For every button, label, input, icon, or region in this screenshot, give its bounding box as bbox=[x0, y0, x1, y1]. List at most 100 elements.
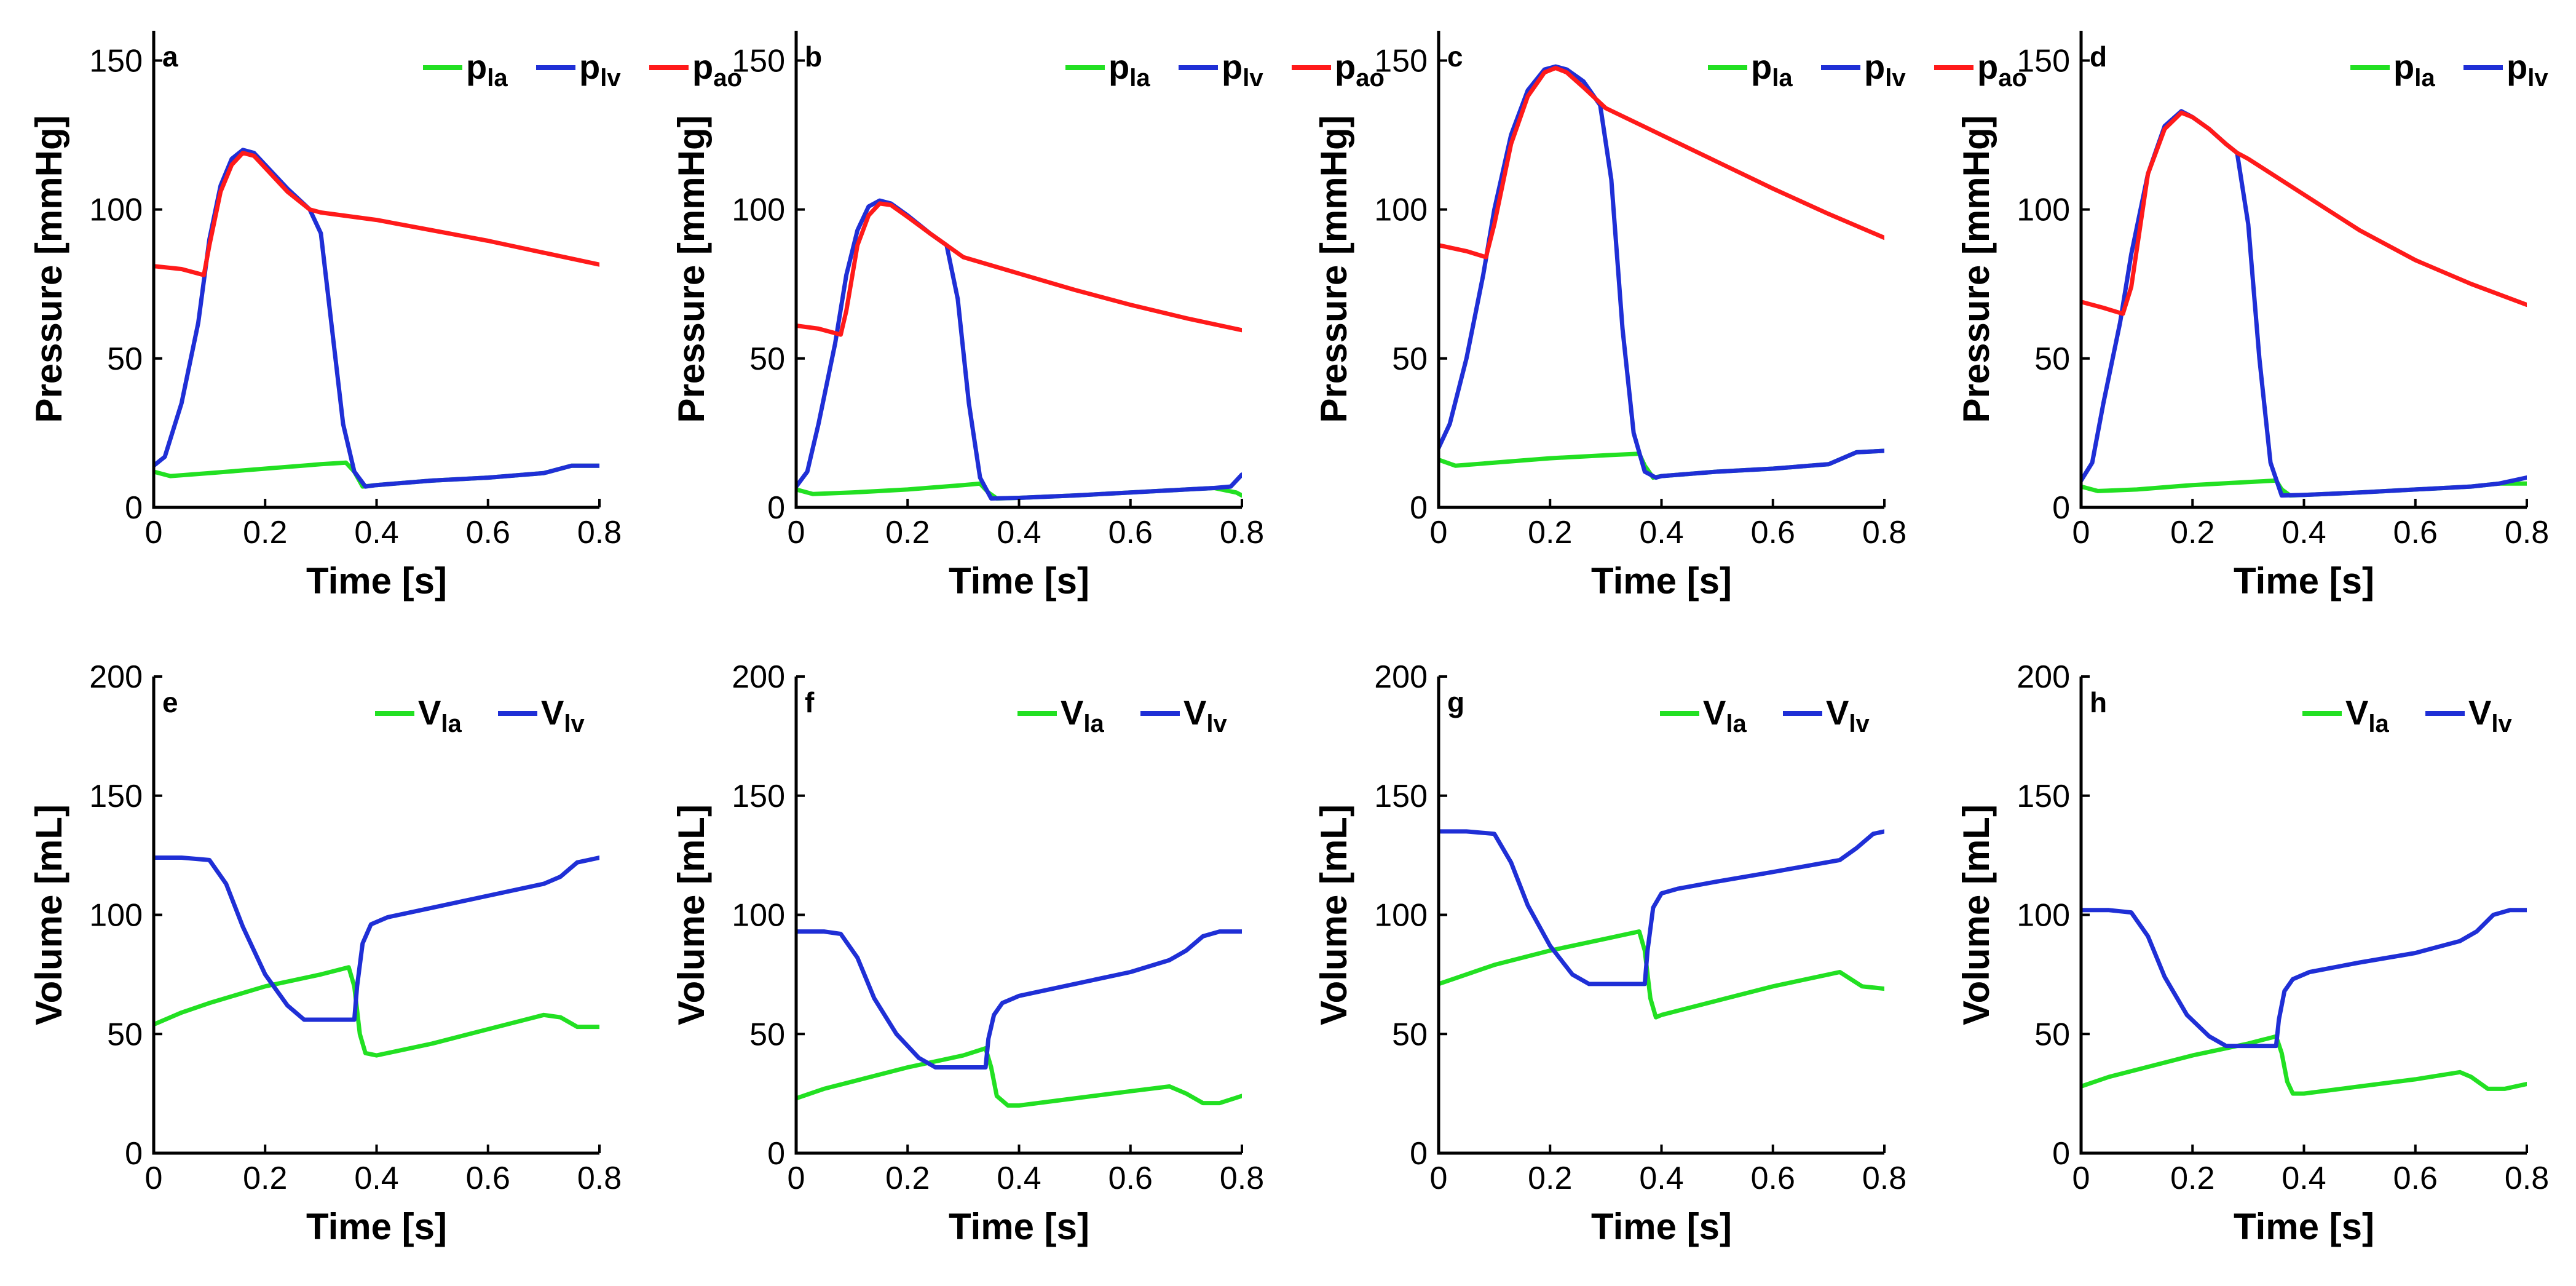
x-tick-label: 0.6 bbox=[1108, 1161, 1153, 1196]
series-line-p-ao bbox=[1439, 66, 1884, 260]
legend-label: Vla bbox=[1703, 693, 1747, 737]
axes-frame bbox=[2079, 31, 2527, 509]
legend-label: Vla bbox=[418, 693, 462, 737]
legend-sub: la bbox=[2414, 65, 2435, 92]
legend-main: V bbox=[1703, 693, 1726, 732]
x-tick-label: 0.2 bbox=[1528, 1161, 1572, 1196]
x-axis-label: Time [s] bbox=[2234, 560, 2374, 601]
legend-entry-p-lv: plv bbox=[2463, 47, 2548, 92]
axes-frame bbox=[152, 31, 599, 509]
y-tick-label: 150 bbox=[1374, 43, 1428, 79]
y-axis-label: Pressure [mmHg] bbox=[1313, 115, 1354, 423]
x-tick-label: 0.8 bbox=[2505, 515, 2549, 550]
x-tick-label: 0.4 bbox=[997, 515, 1041, 550]
y-tick-label: 100 bbox=[89, 898, 143, 934]
legend-label: plv bbox=[579, 47, 621, 92]
legend-label: Vla bbox=[1061, 693, 1104, 737]
y-tick-label: 150 bbox=[732, 43, 785, 79]
legend-entry-p-ao: pao bbox=[1934, 47, 2027, 92]
legend-label: plv bbox=[2507, 47, 2548, 92]
legend-entry-v-lv: Vlv bbox=[498, 693, 585, 737]
legend-label: pla bbox=[2393, 47, 2435, 92]
x-tick-label: 0 bbox=[145, 515, 163, 550]
y-tick-label: 50 bbox=[1392, 1017, 1428, 1052]
y-tick-label: 150 bbox=[2017, 779, 2070, 814]
y-tick-label: 200 bbox=[732, 659, 785, 695]
legend-main: V bbox=[1826, 693, 1849, 732]
y-tick-label: 200 bbox=[2017, 659, 2070, 695]
legend-sub: lv bbox=[600, 65, 621, 92]
y-tick-label: 150 bbox=[1374, 779, 1428, 814]
y-tick-label: 0 bbox=[1410, 490, 1428, 526]
legend-sub: la bbox=[441, 710, 462, 737]
legend-entry-v-lv: Vlv bbox=[1140, 693, 1227, 737]
y-tick-label: 0 bbox=[767, 490, 785, 526]
legend-label: pao bbox=[692, 47, 742, 92]
x-tick-label: 0 bbox=[1430, 1161, 1448, 1196]
y-tick-label: 150 bbox=[732, 779, 785, 814]
legend-label: Vla bbox=[2345, 693, 2389, 737]
x-axis-label: Time [s] bbox=[2234, 1206, 2374, 1247]
x-tick-label: 0.8 bbox=[1862, 1161, 1906, 1196]
panel-f: 0 0.2 0.4 0.6 0.8 0 50 100 150 200 Time [s] Volume … bbox=[671, 659, 1264, 1247]
y-tick-label: 0 bbox=[1410, 1136, 1428, 1172]
x-tick-label: 0.8 bbox=[1862, 515, 1906, 550]
series-line-V-la bbox=[2081, 1034, 2527, 1096]
legend-sub: ao bbox=[1356, 65, 1385, 92]
axes-frame bbox=[794, 677, 1242, 1155]
legend-sub: ao bbox=[1998, 65, 2027, 92]
legend-main: p bbox=[1335, 47, 1356, 86]
axes-frame bbox=[2079, 677, 2527, 1155]
y-tick-label: 200 bbox=[89, 659, 143, 695]
y-tick-label: 100 bbox=[2017, 193, 2070, 228]
legend-main: V bbox=[541, 693, 564, 732]
legend-label: Vlv bbox=[1826, 693, 1870, 737]
x-tick-label: 0.4 bbox=[1639, 515, 1683, 550]
panel-letter: b bbox=[805, 41, 822, 73]
legend-sub: lv bbox=[1849, 710, 1870, 737]
legend-label: pla bbox=[466, 47, 508, 92]
panel-letter: g bbox=[1447, 686, 1464, 718]
y-axis-label: Volume [mL] bbox=[1313, 804, 1354, 1025]
x-tick-label: 0.2 bbox=[243, 1161, 287, 1196]
panel-letter: d bbox=[2090, 41, 2107, 73]
legend-sub: lv bbox=[2527, 65, 2548, 92]
y-tick-label: 50 bbox=[107, 1017, 143, 1052]
legend-main: V bbox=[1183, 693, 1206, 732]
y-tick-label: 150 bbox=[89, 43, 143, 79]
x-tick-label: 0 bbox=[788, 515, 805, 550]
y-tick-label: 100 bbox=[732, 193, 785, 228]
x-tick-label: 0.2 bbox=[2170, 1161, 2214, 1196]
legend-entry-p-lv: plv bbox=[536, 47, 621, 92]
series-line-V-la bbox=[154, 965, 599, 1058]
legend-sub: la bbox=[1726, 710, 1747, 737]
legend-label: Vlv bbox=[1183, 693, 1227, 737]
x-axis-label: Time [s] bbox=[949, 1206, 1089, 1247]
x-tick-label: 0 bbox=[1430, 515, 1448, 550]
y-tick-label: 100 bbox=[1374, 898, 1428, 934]
legend-label: Vlv bbox=[2468, 693, 2512, 737]
panel-c: 0 0.2 0.4 0.6 0.8 0 50 100 150 Time [s] Pressure [… bbox=[1313, 31, 2027, 601]
legend-main: p bbox=[1222, 47, 1243, 86]
legend-entry-v-lv: Vlv bbox=[1783, 693, 1870, 737]
x-tick-label: 0.2 bbox=[2170, 515, 2214, 550]
legend-main: V bbox=[2468, 693, 2491, 732]
series-line-p-lv bbox=[1439, 64, 1884, 480]
x-tick-label: 0.2 bbox=[1528, 515, 1572, 550]
x-tick-label: 0 bbox=[788, 1161, 805, 1196]
legend-label: pao bbox=[1977, 47, 2027, 92]
y-axis-label: Pressure [mmHg] bbox=[1956, 115, 1997, 423]
legend-entry-v-la: Vla bbox=[1660, 693, 1747, 737]
x-tick-label: 0.8 bbox=[577, 1161, 622, 1196]
y-tick-label: 50 bbox=[749, 341, 785, 377]
x-tick-label: 0.4 bbox=[1639, 1161, 1683, 1196]
y-tick-label: 50 bbox=[749, 1017, 785, 1052]
legend-entry-p-ao: pao bbox=[649, 47, 742, 92]
legend-entry-v-lv: Vlv bbox=[2425, 693, 2512, 737]
x-tick-label: 0.6 bbox=[466, 1161, 510, 1196]
legend-sub: ao bbox=[713, 65, 742, 92]
x-tick-label: 0.4 bbox=[997, 1161, 1041, 1196]
panel-letter: a bbox=[162, 41, 178, 73]
legend-entry-p-ao: pao bbox=[1292, 47, 1385, 92]
legend-entry-v-la: Vla bbox=[1017, 693, 1104, 737]
